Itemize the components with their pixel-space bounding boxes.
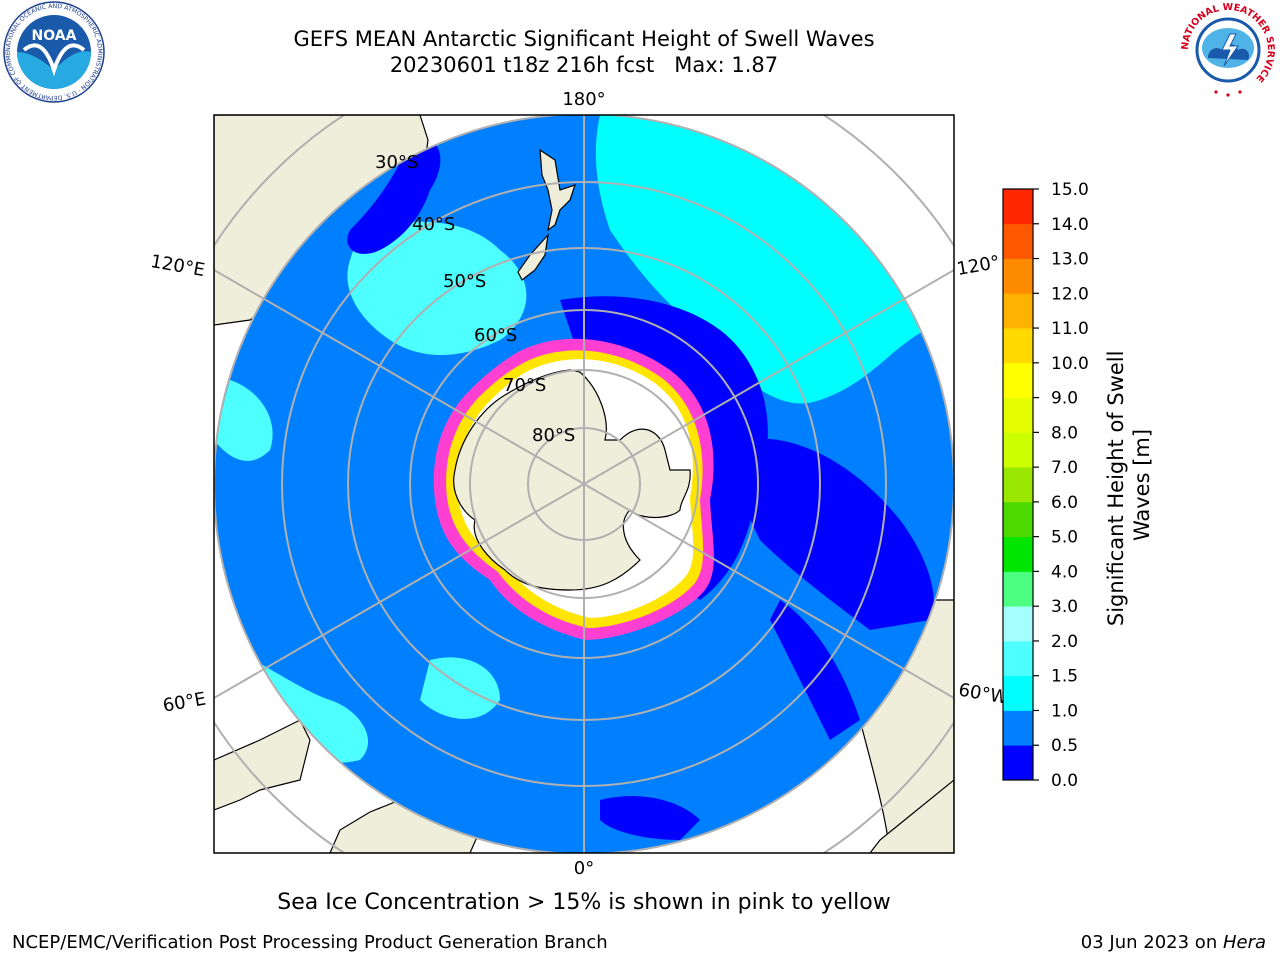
colorbar-segment <box>1003 293 1033 329</box>
nws-logo-icon: NATIONAL WEATHER SERVICE <box>1180 2 1276 98</box>
chart-subtitle: 20230601 t18z 216h fcst Max: 1.87 <box>389 53 779 77</box>
graticule <box>214 115 954 853</box>
lat-label-70s: 70°S <box>503 375 546 396</box>
colorbar-segment <box>1003 606 1033 642</box>
colorbar-tick-label: 4.0 <box>1051 562 1078 582</box>
footer-date-text: 03 Jun 2023 on <box>1080 932 1223 953</box>
noaa-logo-icon: NATIONAL OCEANIC AND ATMOSPHERIC ADMINIS… <box>2 0 105 103</box>
lat-label-30s: 30°S <box>375 152 418 173</box>
lon-label-60e: 60°E <box>161 688 207 716</box>
antarctica-land <box>453 369 691 591</box>
colorbar-tick-label: 12.0 <box>1051 284 1089 304</box>
colorbar-segment <box>1003 467 1033 503</box>
colorbar-tick-label: 6.0 <box>1051 493 1078 513</box>
lon-label-60w: 60°W <box>957 679 1010 708</box>
chart-title: GEFS MEAN Antarctic Significant Height o… <box>293 27 875 51</box>
colorbar-tick-label: 15.0 <box>1051 180 1089 200</box>
colorbar-segment <box>1003 432 1033 468</box>
colorbar-label-line2: Waves [m] <box>1130 429 1154 541</box>
colorbar-segment <box>1003 189 1033 225</box>
lat-label-40s: 40°S <box>412 214 455 235</box>
colorbar-segment <box>1003 710 1033 746</box>
colorbar-segment <box>1003 258 1033 294</box>
footer-credit: NCEP/EMC/Verification Post Processing Pr… <box>12 932 608 953</box>
colorbar-tick-label: 5.0 <box>1051 528 1078 548</box>
colorbar-segment <box>1003 223 1033 259</box>
colorbar-segment <box>1003 501 1033 538</box>
colorbar-label: Significant Height of Swell Waves [m] <box>1104 344 1154 626</box>
noaa-logo-text: NOAA <box>32 28 77 44</box>
colorbar-tick-label: 1.0 <box>1051 701 1078 721</box>
colorbar-tick-label: 2.0 <box>1051 632 1078 652</box>
colorbar-tick-label: 9.0 <box>1051 389 1078 409</box>
colorbar-tick-label: 10.0 <box>1051 354 1089 374</box>
colorbar-frame <box>1002 188 1034 781</box>
colorbar-segment <box>1003 328 1033 364</box>
colorbar-segment <box>1003 675 1033 711</box>
colorbar-segment <box>1003 536 1033 572</box>
colorbar-tick-label: 14.0 <box>1051 215 1089 235</box>
colorbar-tick-label: 13.0 <box>1051 250 1089 270</box>
colorbar-segment <box>1003 640 1033 677</box>
colorbar-segment <box>1003 362 1033 398</box>
colorbar-label-line1: Significant Height of Swell <box>1104 351 1128 627</box>
colorbar-tick-label: 8.0 <box>1051 423 1078 443</box>
lat-label-60s: 60°S <box>474 325 517 346</box>
footer-machine: Hera <box>1222 932 1266 953</box>
lat-label-50s: 50°S <box>443 271 486 292</box>
lat-label-80s: 80°S <box>532 425 575 446</box>
colorbar-tick-label: 11.0 <box>1051 319 1089 339</box>
colorbar-segment <box>1003 745 1033 781</box>
colorbar-segment <box>1003 571 1033 607</box>
colorbar: 0.0 0.5 1.0 1.5 2.0 3.0 4.0 5.0 6.0 7.0 8.0 9.0 10.0… <box>1002 180 1089 791</box>
map-frame <box>213 114 955 854</box>
colorbar-segment <box>1003 397 1033 433</box>
sea-ice-note: Sea Ice Concentration > 15% is shown in … <box>277 890 891 915</box>
colorbar-tick-label: 3.0 <box>1051 597 1078 617</box>
colorbar-tick-label: 0.5 <box>1051 736 1078 756</box>
lon-label-0: 0° <box>574 858 594 879</box>
lon-label-120e: 120°E <box>149 251 207 281</box>
lon-label-120w: 120° <box>955 252 1001 280</box>
lon-label-180: 180° <box>562 89 605 110</box>
colorbar-tick-label: 0.0 <box>1051 771 1078 791</box>
footer-date: 03 Jun 2023 on Hera <box>1081 932 1266 953</box>
colorbar-tick-label: 1.5 <box>1051 667 1078 687</box>
colorbar-tick-label: 7.0 <box>1051 458 1078 478</box>
